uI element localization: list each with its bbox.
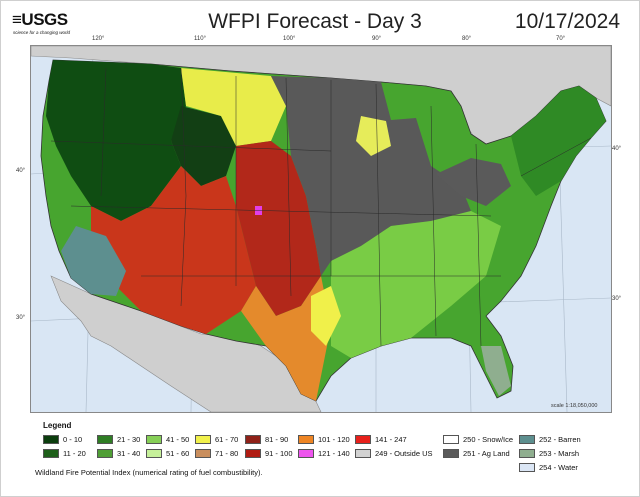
zone-dark-green-rockies	[171, 106, 236, 186]
lat-tick-40-left: 40°	[16, 168, 26, 174]
lon-tick-80: 80°	[462, 36, 472, 42]
legend-swatch-81-90	[245, 435, 261, 444]
zone-red-central-plains	[236, 141, 321, 316]
legend-title: Legend	[43, 421, 72, 430]
wfpi-map	[30, 45, 612, 413]
legend-swatch-101-120	[298, 435, 314, 444]
zone-yellow-north-plains	[181, 68, 286, 146]
map-scale: scale 1:18,050,000	[551, 403, 598, 409]
legend-label-101-120: 101 - 120	[318, 435, 350, 444]
zone-yellow-texas	[311, 286, 341, 346]
zone-ag-land-east	[436, 158, 511, 206]
legend-label-61-70: 61 - 70	[215, 435, 239, 444]
footnote: Wildland Fire Potential Index (numerical…	[35, 468, 263, 477]
zone-dark-green-northwest	[46, 60, 186, 221]
legend-label-barren: 252 - Barren	[539, 435, 581, 444]
zone-yellow-great-lakes	[356, 116, 391, 156]
legend-swatch-61-70	[195, 435, 211, 444]
zone-light-green-southeast	[331, 211, 501, 358]
legend-label-ag-land: 251 - Ag Land	[463, 449, 510, 458]
legend-swatch-snow-ice	[443, 435, 459, 444]
legend-swatch-141-247	[355, 435, 371, 444]
lon-tick-90: 90°	[372, 36, 382, 42]
legend-label-0-10: 0 - 10	[63, 435, 83, 444]
usgs-logo: ≡USGS science for a changing world	[12, 10, 82, 44]
state-boundaries	[50, 67, 592, 347]
legend-label-71-80: 71 - 80	[215, 449, 239, 458]
legend-label-marsh: 253 - Marsh	[539, 449, 580, 458]
zone-marsh-florida	[481, 346, 511, 396]
lon-tick-110: 110°	[194, 36, 206, 42]
legend-label-51-60: 51 - 60	[166, 449, 190, 458]
legend-swatch-0-10	[43, 435, 59, 444]
legend-label-81-90: 81 - 90	[265, 435, 289, 444]
legend-swatch-water	[519, 463, 535, 472]
legend-swatch-91-100	[245, 449, 261, 458]
legend-swatch-barren	[519, 435, 535, 444]
lat-tick-40-right: 40°	[612, 146, 622, 152]
forecast-date: 10/17/2024	[514, 10, 620, 33]
legend-swatch-ag-land	[443, 449, 459, 458]
legend-label-water: 254 - Water	[539, 463, 578, 472]
lon-tick-70: 70°	[556, 36, 566, 42]
legend-label-31-40: 31 - 40	[117, 449, 141, 458]
usgs-logo-mark: ≡USGS	[12, 10, 68, 29]
legend-label-snow-ice: 250 - Snow/Ice	[463, 435, 514, 444]
lat-tick-30-right: 30°	[612, 296, 622, 302]
legend-label-41-50: 41 - 50	[166, 435, 190, 444]
legend-label-outside-us: 249 - Outside US	[375, 449, 433, 458]
legend-swatch-11-20	[43, 449, 59, 458]
legend-label-91-100: 91 - 100	[265, 449, 293, 458]
legend-swatch-71-80	[195, 449, 211, 458]
legend-swatch-marsh	[519, 449, 535, 458]
zone-ag-land-corn-belt	[271, 76, 471, 276]
legend-label-21-30: 21 - 30	[117, 435, 141, 444]
map-title: WFPI Forecast - Day 3	[208, 10, 422, 33]
legend-swatch-outside-us	[355, 449, 371, 458]
legend-label-141-247: 141 - 247	[375, 435, 407, 444]
lat-tick-30-left: 30°	[16, 315, 26, 321]
lon-tick-100: 100°	[283, 36, 296, 42]
legend-swatch-21-30	[97, 435, 113, 444]
zone-red-southwest	[91, 166, 256, 334]
legend-label-11-20: 11 - 20	[63, 449, 86, 458]
map-canvas	[31, 46, 611, 412]
usgs-logo-tagline: science for a changing world	[13, 30, 71, 35]
zone-orange-texas	[241, 276, 331, 401]
zone-barren-great-basin	[61, 226, 126, 296]
legend-swatch-51-60	[146, 449, 162, 458]
lon-tick-120: 120°	[92, 36, 105, 42]
legend-swatch-31-40	[97, 449, 113, 458]
legend-swatch-121-140	[298, 449, 314, 458]
legend-label-121-140: 121 - 140	[318, 449, 350, 458]
legend-swatch-41-50	[146, 435, 162, 444]
